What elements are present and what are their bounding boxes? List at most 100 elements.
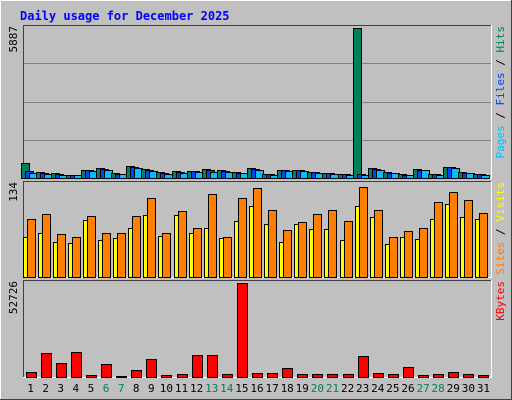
- bar-sites-day-25: [389, 237, 398, 278]
- legend-visits-sites: Sites / Visits: [494, 182, 507, 275]
- bar-kbytes-day-11: [177, 374, 188, 378]
- bar-sites-day-28: [434, 202, 443, 278]
- bar-kbytes-day-4: [71, 352, 82, 378]
- x-tick-label-day-30: 30: [462, 382, 475, 395]
- x-tick-label-day-6: 6: [103, 382, 110, 395]
- bar-kbytes-day-24: [373, 373, 384, 378]
- bar-sites-day-6: [102, 233, 111, 278]
- bar-sites-day-26: [404, 231, 413, 278]
- x-tick-label-day-18: 18: [281, 382, 294, 395]
- bar-kbytes-day-3: [56, 363, 67, 378]
- bar-kbytes-day-28: [433, 374, 444, 378]
- bar-sites-day-7: [117, 233, 126, 278]
- bar-sites-day-31: [479, 213, 488, 278]
- x-tick-label-day-25: 25: [386, 382, 399, 395]
- bar-kbytes-day-7: [116, 376, 127, 378]
- bar-kbytes-day-30: [463, 374, 474, 378]
- legend-part: Hits: [494, 26, 507, 53]
- bar-sites-day-29: [449, 192, 458, 278]
- bar-pages-day-31: [481, 175, 490, 179]
- bar-sites-day-16: [253, 188, 262, 278]
- x-tick-label-day-26: 26: [401, 382, 414, 395]
- legend-part: Files: [494, 72, 507, 105]
- bar-kbytes-day-25: [388, 374, 399, 378]
- bar-sites-day-30: [464, 200, 473, 278]
- x-tick-label-day-11: 11: [175, 382, 188, 395]
- chart-panel-hits-files-pages: 5887 Pages / Files / Hits: [7, 25, 507, 179]
- bar-kbytes-day-13: [207, 355, 218, 378]
- bar-kbytes-day-1: [26, 372, 37, 378]
- bar-kbytes-day-20: [312, 374, 323, 378]
- chart-title: Daily usage for December 2025: [20, 9, 230, 23]
- x-tick-label-day-24: 24: [371, 382, 385, 395]
- x-tick-label-day-10: 10: [160, 382, 173, 395]
- bar-sites-day-24: [374, 210, 383, 278]
- bar-kbytes-day-5: [86, 375, 97, 378]
- bar-sites-day-15: [238, 198, 247, 278]
- bar-sites-day-4: [72, 237, 81, 278]
- x-tick-label-day-29: 29: [447, 382, 460, 395]
- x-tick-label-day-9: 9: [148, 382, 155, 395]
- x-tick-label-day-27: 27: [416, 382, 429, 395]
- x-tick-label-day-14: 14: [220, 382, 234, 395]
- legend-part: /: [494, 106, 507, 126]
- bar-kbytes-day-15: [237, 283, 248, 378]
- x-tick-label-day-3: 3: [57, 382, 64, 395]
- chart-panel-visits-sites: 134 Sites / Visits: [7, 181, 507, 278]
- x-tick-label-day-23: 23: [356, 382, 369, 395]
- x-tick-label-day-22: 22: [341, 382, 354, 395]
- bar-sites-day-13: [208, 194, 217, 278]
- bar-kbytes-day-29: [448, 372, 459, 378]
- bar-sites-day-23: [359, 187, 368, 278]
- bar-sites-day-8: [132, 216, 141, 278]
- bar-kbytes-day-8: [131, 370, 142, 378]
- bar-sites-day-22: [344, 221, 353, 278]
- x-tick-label-day-1: 1: [27, 382, 34, 395]
- x-tick-label-day-8: 8: [133, 382, 140, 395]
- bar-pages-day-10: [164, 174, 173, 179]
- x-tick-label-day-17: 17: [265, 382, 278, 395]
- legend-kbytes: KBytes: [494, 281, 507, 321]
- x-tick-label-day-7: 7: [118, 382, 125, 395]
- x-tick-label-day-28: 28: [432, 382, 445, 395]
- x-tick-label-day-12: 12: [190, 382, 203, 395]
- legend-part: Sites: [494, 242, 507, 275]
- bar-kbytes-day-23: [358, 356, 369, 378]
- bar-pages-day-21: [330, 174, 339, 179]
- bar-kbytes-day-16: [252, 373, 263, 378]
- legend-hits-files-pages: Pages / Files / Hits: [494, 26, 507, 159]
- bar-kbytes-day-31: [478, 375, 489, 378]
- x-tick-label-day-21: 21: [326, 382, 339, 395]
- bar-hits-day-23: [353, 28, 362, 179]
- y-max-label: 134: [7, 182, 20, 202]
- bar-sites-day-27: [419, 228, 428, 278]
- bar-sites-day-10: [162, 233, 171, 278]
- x-tick-label-day-5: 5: [88, 382, 95, 395]
- bar-kbytes-day-17: [267, 373, 278, 378]
- x-tick-label-day-16: 16: [250, 382, 263, 395]
- bar-sites-day-12: [193, 228, 202, 278]
- bar-kbytes-day-10: [161, 375, 172, 378]
- bar-kbytes-day-21: [327, 374, 338, 378]
- bar-kbytes-day-27: [418, 375, 429, 378]
- x-tick-label-day-20: 20: [311, 382, 324, 395]
- bar-sites-day-3: [57, 234, 66, 278]
- bar-kbytes-day-2: [41, 353, 52, 378]
- x-tick-label-day-4: 4: [73, 382, 80, 395]
- bar-kbytes-day-9: [146, 359, 157, 378]
- x-tick-label-day-2: 2: [42, 382, 49, 395]
- bar-sites-day-5: [87, 216, 96, 278]
- legend-part: Pages: [494, 125, 507, 158]
- panel-background: [23, 280, 491, 377]
- panel-background: [23, 25, 491, 178]
- bar-sites-day-20: [313, 214, 322, 278]
- x-axis-labels: 1 2 3 4 5 6 7 8 9 10 11 12 13 14 15 16 17 18 19 20 21 22 23 24 2…: [27, 382, 490, 395]
- bar-kbytes-day-26: [403, 367, 414, 378]
- bar-kbytes-day-6: [101, 364, 112, 378]
- chart-panel-kbytes: 52726 KBytes: [7, 280, 507, 378]
- x-tick-label-day-19: 19: [296, 382, 309, 395]
- bar-kbytes-day-14: [222, 374, 233, 378]
- x-tick-label-day-31: 31: [477, 382, 490, 395]
- bar-kbytes-day-12: [192, 355, 203, 378]
